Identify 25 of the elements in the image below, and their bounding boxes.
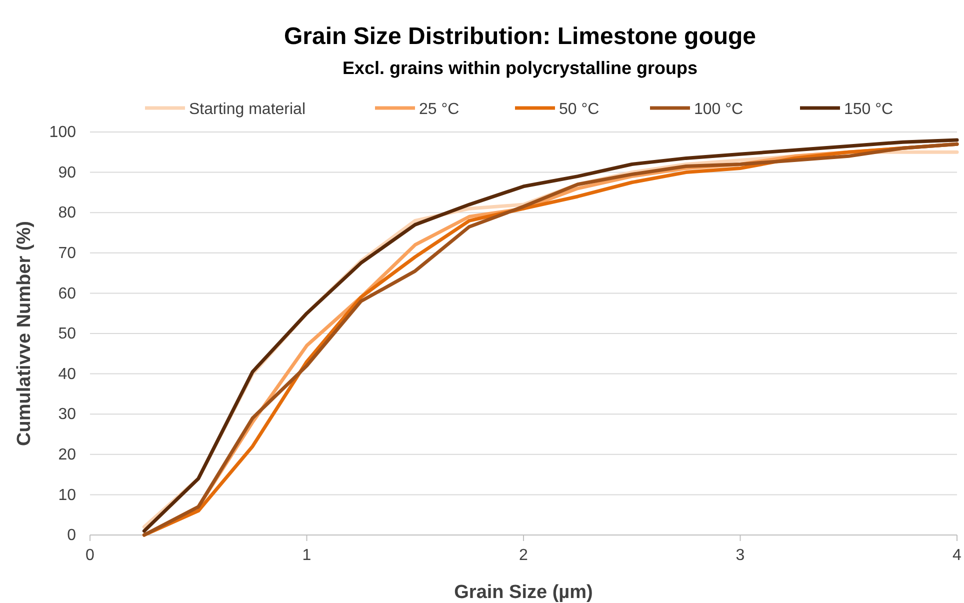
- x-axis-title: Grain Size (µm): [454, 582, 593, 603]
- x-tick-label: 1: [302, 547, 312, 564]
- legend-label: Starting material: [189, 101, 306, 118]
- legend-label: 100 °C: [694, 101, 744, 118]
- chart-subtitle: Excl. grains within polycrystalline groups: [342, 58, 698, 78]
- legend-label: 50 °C: [559, 101, 600, 118]
- y-tick-label: 90: [58, 164, 76, 182]
- x-tick-label: 0: [86, 547, 95, 564]
- legend-label: 25 °C: [419, 101, 460, 118]
- x-tick-label: 4: [952, 547, 962, 564]
- y-axis-title: Cumulativve Number (%): [14, 221, 35, 446]
- y-tick-label: 0: [67, 527, 76, 544]
- y-tick-label: 70: [58, 245, 76, 262]
- y-tick-label: 80: [58, 204, 76, 222]
- y-tick-label: 20: [58, 446, 76, 464]
- y-tick-label: 100: [49, 124, 76, 142]
- y-tick-label: 10: [58, 486, 76, 504]
- y-tick-label: 30: [58, 406, 76, 424]
- y-tick-label: 60: [58, 285, 76, 302]
- y-tick-label: 50: [58, 326, 76, 343]
- legend-label: 150 °C: [844, 101, 894, 118]
- x-tick-label: 2: [519, 547, 528, 564]
- x-tick-label: 3: [736, 547, 745, 564]
- y-tick-label: 40: [58, 366, 76, 383]
- chart-title: Grain Size Distribution: Limestone gouge: [284, 23, 756, 50]
